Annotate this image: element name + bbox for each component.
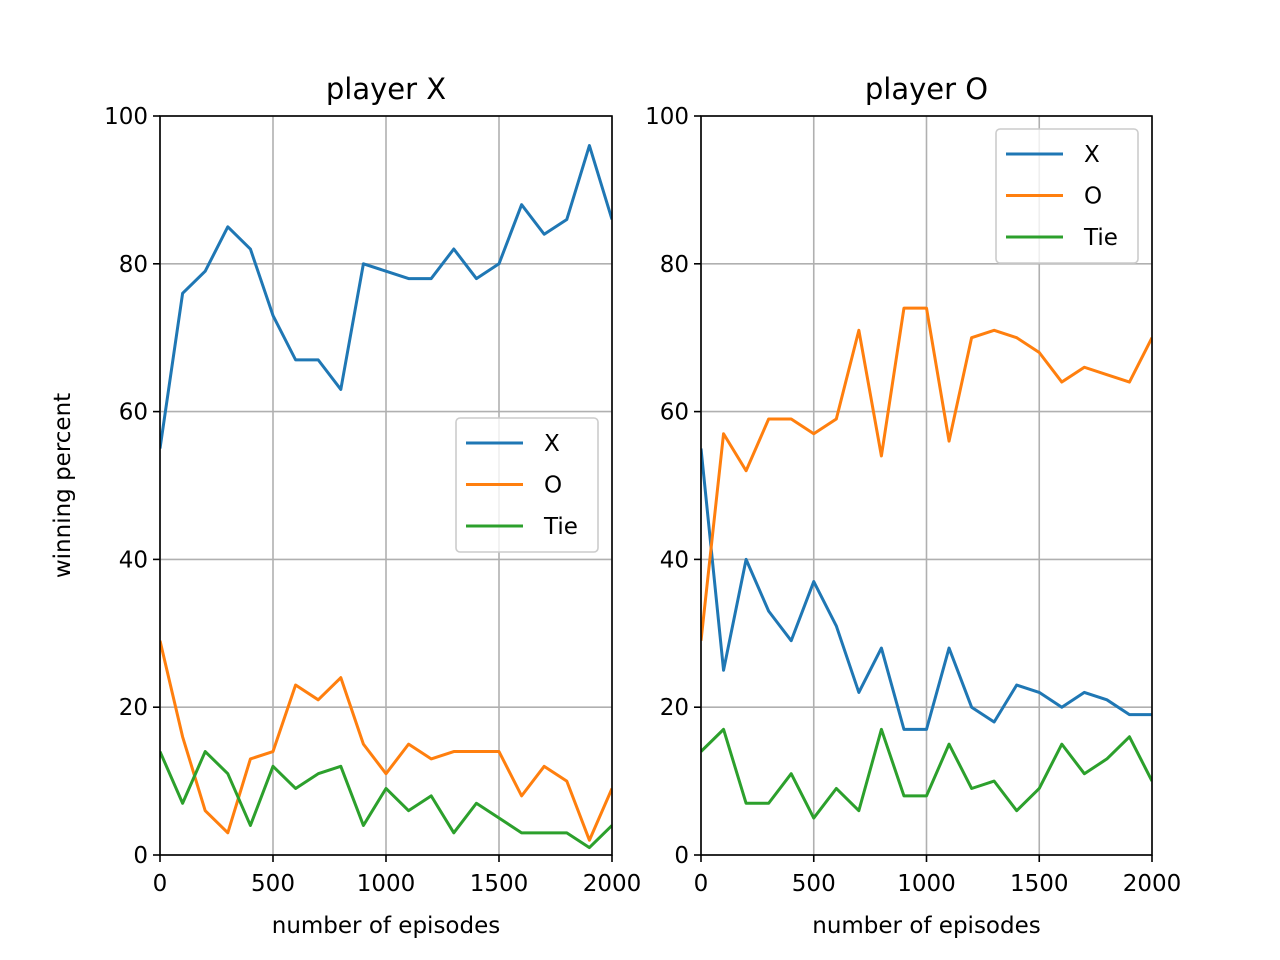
- legend-label-tie: Tie: [1083, 225, 1118, 251]
- legend-box: [455, 417, 599, 553]
- legend-label-o: O: [1084, 184, 1102, 210]
- legend: XO Tie: [455, 417, 599, 553]
- legend: XO Tie: [995, 128, 1139, 264]
- series-line-tie: [160, 750, 612, 850]
- x-axis-label: number of episodes: [812, 913, 1040, 939]
- y-tick-label: 40: [119, 547, 148, 573]
- x-tick-label: 2000: [583, 871, 642, 897]
- series-line-x: [160, 144, 612, 449]
- series-line-x: [701, 448, 1152, 731]
- x-tick-label: 0: [153, 871, 168, 897]
- chart-title: player X: [326, 72, 446, 106]
- x-tick-label: 1000: [897, 871, 956, 897]
- chart-panel-2: 0 500 1000 1500 2000 0 20 40 60 80 100 player O numb…: [645, 72, 1181, 939]
- chart-panel-1: 0 500 1000 1500 2000 0 20 40 60 80 100 player X numb…: [50, 72, 641, 939]
- series-line-o: [160, 640, 612, 842]
- series-line-o: [701, 306, 1152, 641]
- y-tick-label: 80: [119, 252, 148, 278]
- y-axis-label: winning percent: [50, 393, 76, 578]
- legend-box: [995, 128, 1139, 264]
- y-tick-label: 100: [104, 104, 148, 130]
- legend-label-tie: Tie: [543, 514, 578, 540]
- x-tick-label: 500: [251, 871, 295, 897]
- x-tick-label: 1500: [1010, 871, 1069, 897]
- x-tick-label: 1000: [357, 871, 416, 897]
- x-tick-label: 1500: [470, 871, 529, 897]
- x-axis-label: number of episodes: [272, 913, 500, 939]
- y-tick-label: 60: [660, 400, 689, 426]
- y-tick-label: 40: [660, 547, 689, 573]
- y-tick-label: 20: [119, 695, 148, 721]
- y-tick-label: 0: [133, 843, 148, 869]
- y-tick-label: 60: [119, 400, 148, 426]
- y-tick-label: 0: [674, 843, 689, 869]
- x-tick-label: 2000: [1123, 871, 1182, 897]
- x-tick-label: 500: [792, 871, 836, 897]
- y-tick-label: 80: [660, 252, 689, 278]
- legend-label-o: O: [544, 473, 562, 499]
- x-tick-label: 0: [694, 871, 709, 897]
- y-tick-label: 100: [645, 104, 689, 130]
- legend-label-x: X: [1084, 142, 1100, 168]
- legend-label-x: X: [544, 431, 560, 457]
- y-tick-label: 20: [660, 695, 689, 721]
- series-line-tie: [701, 727, 1152, 820]
- chart-title: player O: [865, 72, 988, 106]
